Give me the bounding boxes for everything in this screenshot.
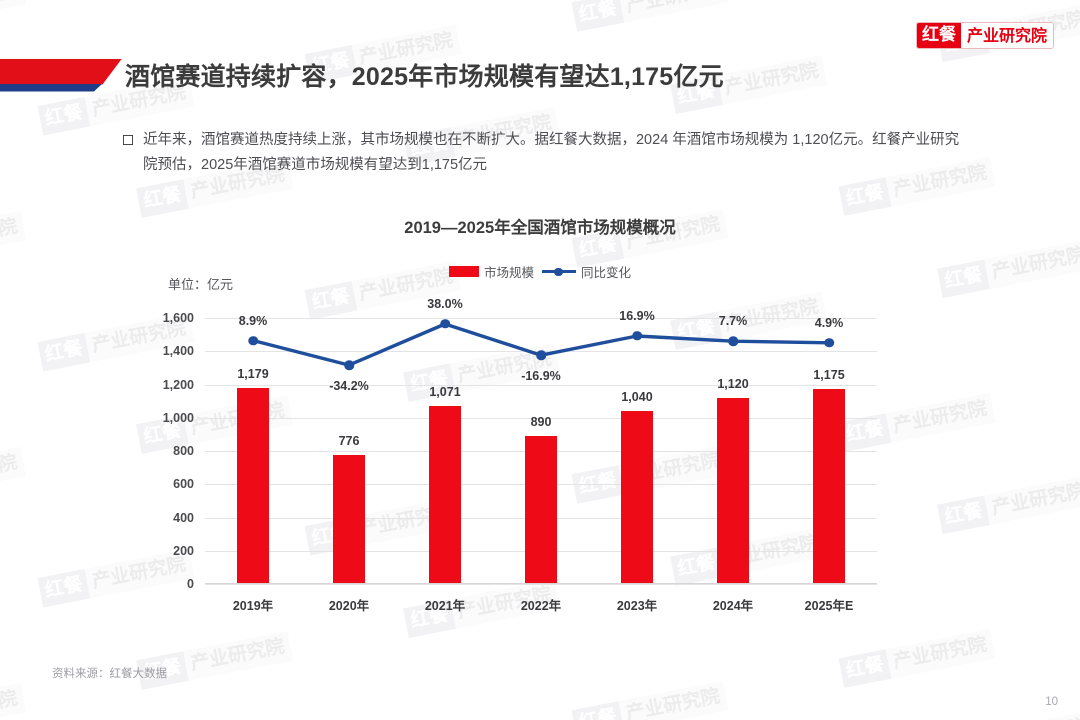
watermark-logo: 红餐产业研究院 (571, 680, 729, 720)
bar-value-label: 1,179 (237, 367, 269, 381)
x-axis-tick-label: 2024年 (712, 599, 754, 613)
decoration-red-band (0, 58, 122, 85)
bar-value-label: 1,040 (621, 390, 653, 405)
y-axis-tick-label: 1,600 (162, 311, 194, 325)
gridline (205, 318, 877, 319)
line-value-label: 4.9% (814, 315, 844, 330)
gridline (205, 584, 877, 585)
legend-bar-label: 市场规模 (483, 266, 534, 280)
y-axis-tick-label: 600 (173, 477, 194, 492)
decoration-blue-band (0, 83, 103, 92)
bar-group[interactable]: 1,040 2023年 (589, 318, 685, 613)
x-axis-tick-label: 2021年 (424, 599, 466, 613)
source-note: 资料来源：红餐大数据 (52, 668, 167, 680)
y-axis-tick-label: 1,000 (162, 410, 194, 425)
legend-item-bar[interactable]: 市场规模 (448, 262, 534, 281)
line-data-point[interactable] (632, 331, 642, 341)
x-axis-tick-label: 2023年 (616, 599, 658, 613)
line-data-point[interactable] (824, 338, 834, 348)
bar[interactable] (429, 405, 461, 584)
line-data-point[interactable] (344, 360, 354, 370)
line-value-label: -34.2% (329, 379, 369, 394)
y-axis-tick-label: 400 (173, 510, 194, 525)
x-axis-tick-label: 2019年 (232, 599, 274, 613)
y-axis-tick-label: 800 (173, 444, 194, 458)
watermark-logo: 红餐产业研究院 (136, 631, 294, 690)
brand-logo: 红餐 产业研究院 (915, 22, 1054, 49)
bar[interactable] (621, 411, 653, 584)
bar-value-label: 1,120 (717, 376, 749, 391)
chart-plot-area: 0 200 400 600 800 1,000 1,200 1,400 1,600 1,179 2… (163, 297, 877, 613)
bar-value-label: 776 (338, 434, 360, 448)
title-bar: 酒馆赛道持续扩容，2025年市场规模有望达1,175亿元 (0, 55, 1080, 95)
chart-container: 2019—2025年全国酒馆市场规模概况 市场规模 同比变化 单位：亿元 0 20… (0, 200, 1080, 630)
brand-logo-text: 产业研究院 (960, 23, 1053, 48)
line-value-label: 7.7% (718, 314, 748, 329)
brand-logo-mark: 红餐 (916, 23, 961, 48)
gridline (205, 417, 877, 419)
bar-value-label: 1,175 (813, 367, 845, 382)
bullet-block: 近年来，酒馆赛道热度持续上涨，其市场规模也在不断扩大。据红餐大数据，2024 年… (123, 128, 963, 178)
chart-unit-label: 单位：亿元 (168, 277, 234, 292)
line-value-label: 16.9% (619, 308, 655, 323)
x-axis-tick-label: 2022年 (520, 599, 562, 613)
chart-title: 2019—2025年全国酒馆市场规模概况 (404, 219, 676, 237)
chart-legend: 市场规模 同比变化 (0, 262, 1080, 281)
y-axis-tick-label: 0 (187, 577, 194, 591)
x-axis-tick-label: 2025年E (804, 599, 854, 613)
line-points-layer: 8.9% -34.2% 38.0% -16.9% 16.9% 7.7% 4.9% (205, 297, 877, 584)
line-value-label: -16.9% (521, 369, 561, 384)
line-data-point[interactable] (440, 319, 450, 329)
line-data-point[interactable] (248, 335, 258, 346)
legend-item-line[interactable]: 同比变化 (542, 262, 631, 281)
x-axis-line (205, 583, 877, 584)
y-axis-tick-label: 1,400 (162, 344, 194, 359)
watermark-logo: 红餐产业研究院 (571, 0, 729, 32)
x-axis-tick-label: 2020年 (328, 599, 370, 613)
line-data-point[interactable] (536, 350, 546, 360)
line-value-label: 38.0% (427, 296, 463, 311)
legend-line-label: 同比变化 (581, 266, 632, 280)
y-axis-tick-label: 200 (173, 543, 194, 558)
page-number: 10 (1045, 696, 1058, 708)
bullet-text: 近年来，酒馆赛道热度持续上涨，其市场规模也在不断扩大。据红餐大数据，2024 年… (143, 132, 960, 173)
line-value-label: 8.9% (238, 313, 268, 328)
page-title: 酒馆赛道持续扩容，2025年市场规模有望达1,175亿元 (125, 63, 724, 91)
watermark-logo: 红餐产业研究院 (0, 0, 27, 34)
watermark-logo: 红餐产业研究院 (0, 682, 27, 720)
bar[interactable] (525, 436, 557, 584)
bar-value-label: 890 (530, 415, 552, 430)
y-axis-tick-label: 1,200 (162, 377, 194, 392)
bullet-square-icon (123, 135, 133, 145)
line-data-point[interactable] (728, 336, 738, 346)
title-decoration-icon (0, 58, 122, 92)
watermark-logo: 红餐产业研究院 (838, 628, 996, 688)
legend-line-swatch-icon (542, 266, 576, 277)
legend-bar-swatch-icon (448, 266, 479, 277)
watermark-logo: 红餐产业研究院 (937, 711, 1080, 720)
